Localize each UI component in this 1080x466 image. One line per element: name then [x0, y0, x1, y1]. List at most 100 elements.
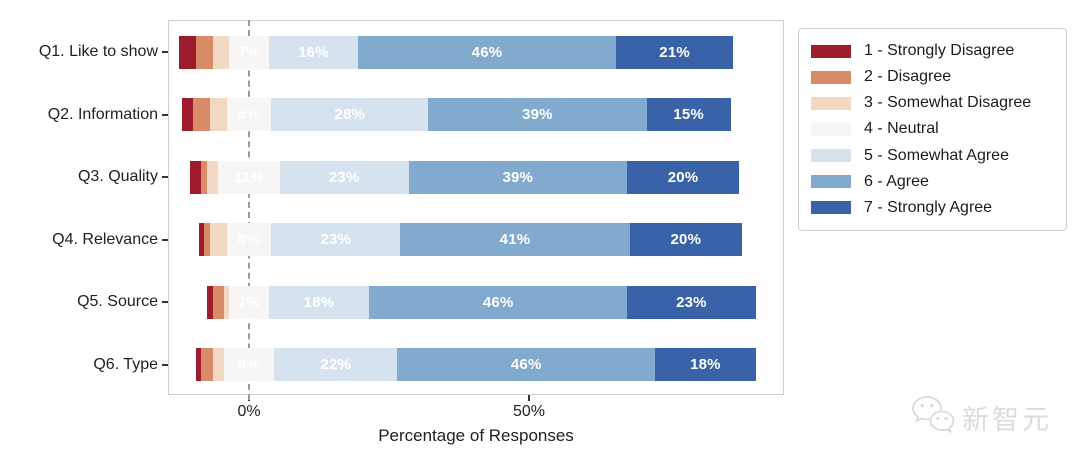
bar-value-label: 7%: [237, 43, 261, 61]
bar-segment: [207, 160, 219, 194]
bar-value-label: 41%: [499, 231, 531, 248]
watermark: 新智元: [910, 394, 1052, 441]
bar-segment: [428, 98, 647, 131]
bar-segment: [229, 35, 269, 69]
legend-label: 1 - Strongly Disagree: [864, 42, 1015, 60]
legend-label: 3 - Somewhat Disagree: [864, 94, 1032, 112]
bar-segment: [207, 285, 213, 319]
wechat-chat-bubbles-icon: [910, 394, 956, 441]
bar-segment: [400, 223, 630, 256]
bar-value-label: 28%: [334, 106, 366, 123]
y-tick-mark: [162, 238, 168, 241]
bar-segment: [268, 285, 370, 319]
legend-swatch: [811, 201, 851, 215]
bar-segment: [179, 35, 196, 69]
bar-segment: [226, 98, 272, 131]
bar-segment: [655, 348, 756, 381]
bar-segment: [195, 35, 213, 69]
bar-segment: [209, 223, 227, 256]
bar-value-label: 7%: [237, 293, 261, 311]
bar-value-label: 21%: [659, 43, 690, 61]
bar-value-label: 46%: [471, 43, 503, 61]
x-tick-label: 50%: [512, 403, 546, 420]
legend-label: 2 - Disagree: [864, 68, 952, 86]
bar-segment: [279, 160, 409, 194]
bar-value-label: 18%: [303, 293, 335, 311]
y-tick-mark: [162, 176, 168, 178]
y-axis-label: Q5. Source: [77, 293, 158, 310]
bar-segment: [358, 35, 616, 69]
bar-value-label: 18%: [690, 356, 721, 373]
y-tick-mark: [162, 363, 168, 366]
legend-item: 2 - Disagree: [811, 68, 1054, 86]
bar-segment: [226, 223, 272, 256]
legend-swatch: [811, 96, 851, 110]
bar-segment: [615, 35, 734, 69]
x-axis-title: Percentage of Responses: [378, 426, 574, 445]
bar-value-label: 39%: [502, 168, 534, 186]
bar-segment: [271, 98, 429, 131]
bar-value-label: 22%: [320, 356, 352, 373]
bar-value-label: 8%: [237, 106, 261, 123]
legend-item: 6 - Agree: [811, 173, 1054, 191]
y-tick-mark: [162, 113, 168, 116]
y-axis-label: Q6. Type: [93, 355, 158, 373]
plot-area: [168, 20, 784, 395]
bar-segment: [629, 223, 742, 256]
bar-segment: [212, 285, 224, 319]
bar-segment: [397, 348, 655, 381]
bar-segment: [212, 348, 224, 381]
zero-dashed-line: [248, 20, 250, 400]
y-axis-label: Q4. Relevance: [52, 230, 158, 248]
bar-segment: [369, 285, 627, 319]
legend-item: 7 - Strongly Agree: [811, 199, 1054, 217]
bar-segment: [201, 348, 213, 381]
bar-segment: [646, 98, 731, 131]
legend-swatch: [811, 122, 851, 136]
x-tick-mark: [528, 395, 530, 401]
bar-segment: [209, 98, 227, 131]
bar-value-label: 8%: [237, 231, 261, 248]
bar-value-label: 39%: [522, 106, 553, 123]
legend-item: 5 - Somewhat Agree: [811, 147, 1054, 165]
bar-value-label: 9%: [237, 356, 261, 373]
legend-swatch: [811, 70, 851, 84]
y-axis-label: Q1. Like to show: [38, 43, 158, 60]
bar-segment: [627, 160, 739, 194]
bar-value-label: 46%: [482, 293, 514, 311]
bar-segment: [223, 285, 230, 319]
legend-swatch: [811, 175, 851, 189]
bar-value-label: 23%: [676, 293, 707, 311]
watermark-text: 新智元: [962, 405, 1052, 435]
legend-item: 4 - Neutral: [811, 120, 1054, 138]
bar-value-label: 16%: [298, 43, 329, 61]
legend-label: 7 - Strongly Agree: [864, 198, 993, 216]
legend-item: 3 - Somewhat Disagree: [811, 94, 1054, 112]
bar-value-label: 23%: [328, 168, 360, 186]
bar-segment: [201, 160, 207, 194]
bar-segment: [223, 348, 275, 381]
bar-segment: [212, 35, 230, 69]
legend-swatch: [811, 149, 851, 163]
y-axis-label: Q2. Information: [47, 105, 158, 123]
bar-segment: [190, 160, 202, 194]
bar-segment: [193, 98, 210, 131]
legend-swatch: [811, 44, 851, 58]
bar-segment: [271, 223, 401, 256]
legend-item: 1 - Strongly Disagree: [811, 42, 1054, 60]
bar-segment: [204, 223, 210, 256]
bar-value-label: 15%: [673, 106, 704, 123]
y-tick-mark: [162, 301, 168, 303]
bar-segment: [195, 348, 202, 381]
bar-value-label: 11%: [234, 168, 264, 186]
bar-value-label: 46%: [510, 356, 542, 373]
legend-label: 5 - Somewhat Agree: [864, 146, 1009, 164]
x-tick-label: 0%: [237, 403, 261, 420]
legend: 1 - Strongly Disagree 2 - Disagree 3 - Som…: [798, 28, 1067, 231]
bar-segment: [181, 98, 193, 131]
bar-value-label: 20%: [667, 168, 699, 186]
bar-segment: [229, 285, 269, 319]
legend-label: 4 - Neutral: [864, 120, 939, 138]
bar-segment: [268, 35, 359, 69]
